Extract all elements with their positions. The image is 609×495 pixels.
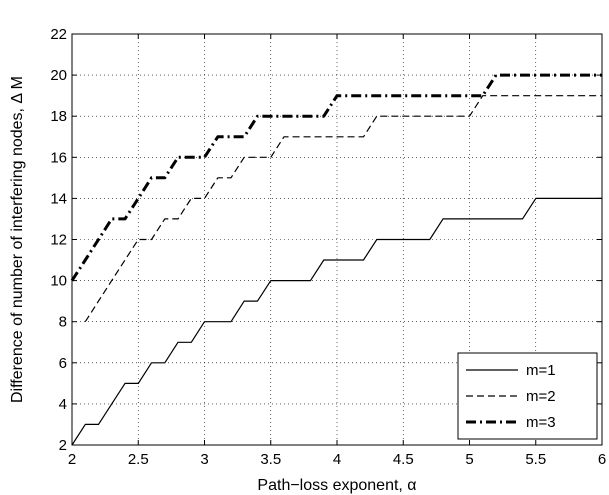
y-tick-label: 6: [59, 355, 67, 372]
series-line-3: [70, 73, 602, 282]
y-tick-label: 22: [50, 26, 67, 43]
x-tick-label: 6: [598, 451, 606, 468]
y-axis-label: Difference of number of interfering node…: [9, 76, 26, 403]
y-tick-label: 20: [50, 67, 67, 84]
x-tick-label: 2.5: [128, 451, 149, 468]
x-tick-label: 4.5: [393, 451, 414, 468]
legend-label: m=3: [526, 414, 556, 431]
legend: m=1 m=2 m=3: [457, 352, 598, 440]
x-tick-label: 5.5: [525, 451, 546, 468]
y-tick-label: 16: [50, 149, 67, 166]
series-line-1: [71, 197, 602, 446]
y-tick-label: 2: [59, 437, 67, 454]
y-tick-label: 10: [50, 273, 67, 290]
y-tick-label: 18: [50, 108, 67, 125]
axis-ticks: 2 2.5 3 3.5 4 4.5 5 5.5 6 2 4 6 8 10 12 14 16 18 20 22: [50, 26, 606, 468]
y-tick-label: 12: [50, 232, 67, 249]
x-tick-label: 4: [333, 451, 341, 468]
x-tick-label: 5: [465, 451, 473, 468]
x-tick-label: 3: [200, 451, 208, 468]
series-line-2: [84, 95, 602, 323]
y-tick-label: 8: [59, 314, 67, 331]
series-lines: [70, 73, 602, 446]
x-tick-label: 2: [68, 451, 76, 468]
x-tick-label: 3.5: [260, 451, 281, 468]
x-axis-label: Path−loss exponent, α: [257, 477, 416, 494]
legend-label: m=2: [526, 388, 556, 405]
y-tick-label: 14: [50, 190, 67, 207]
legend-label: m=1: [526, 362, 556, 379]
y-tick-label: 4: [59, 396, 67, 413]
